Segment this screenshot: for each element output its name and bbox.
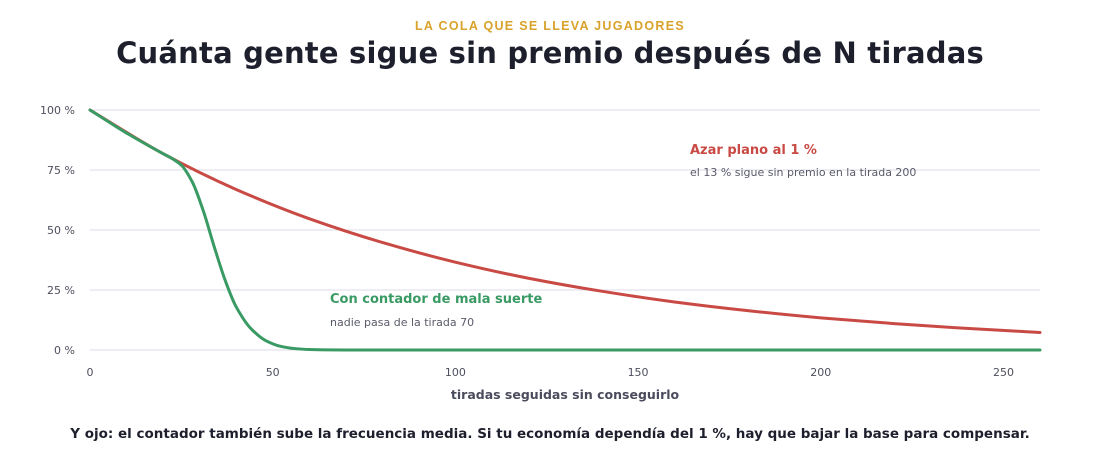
series-lines <box>88 108 1042 352</box>
y-tick-label: 50 % <box>47 224 75 237</box>
series-label-pity-counter: Con contador de mala suerte <box>330 292 542 307</box>
series-line-pity-counter <box>88 108 1042 352</box>
y-tick-label: 75 % <box>47 164 75 177</box>
y-tick-label: 25 % <box>47 284 75 297</box>
x-axis-label: tiradas seguidas sin conseguirlo <box>451 387 680 402</box>
series-note-pity-counter: nadie pasa de la tirada 70 <box>330 316 474 329</box>
series-line-flat-random <box>88 108 1042 334</box>
x-tick-label: 150 <box>628 366 649 379</box>
x-axis-ticks: 0 50 100 150 200 250 <box>87 366 1014 379</box>
chart-eyebrow: LA COLA QUE SE LLEVA JUGADORES <box>414 19 686 33</box>
x-tick-label: 50 <box>266 366 280 379</box>
y-tick-label: 100 % <box>40 104 75 117</box>
x-tick-label: 200 <box>810 366 831 379</box>
chart-title: Cuánta gente sigue sin premio después de… <box>116 36 984 70</box>
footnote: Y ojo: el contador también sube la frecu… <box>70 426 1030 442</box>
x-tick-label: 0 <box>87 366 94 379</box>
y-tick-label: 0 % <box>54 344 75 357</box>
x-tick-label: 100 <box>445 366 466 379</box>
series-label-flat-random: Azar plano al 1 % <box>690 143 817 158</box>
y-axis-ticks: 0 % 25 % 50 % 75 % 100 % <box>40 104 75 357</box>
grid-lines <box>90 109 1040 351</box>
series-note-flat-random: el 13 % sigue sin premio en la tirada 20… <box>690 166 916 179</box>
x-tick-label: 250 <box>993 366 1014 379</box>
line-chart: 0 % 25 % 50 % 75 % 100 % 0 50 100 150 200 250 tir… <box>40 104 1042 402</box>
